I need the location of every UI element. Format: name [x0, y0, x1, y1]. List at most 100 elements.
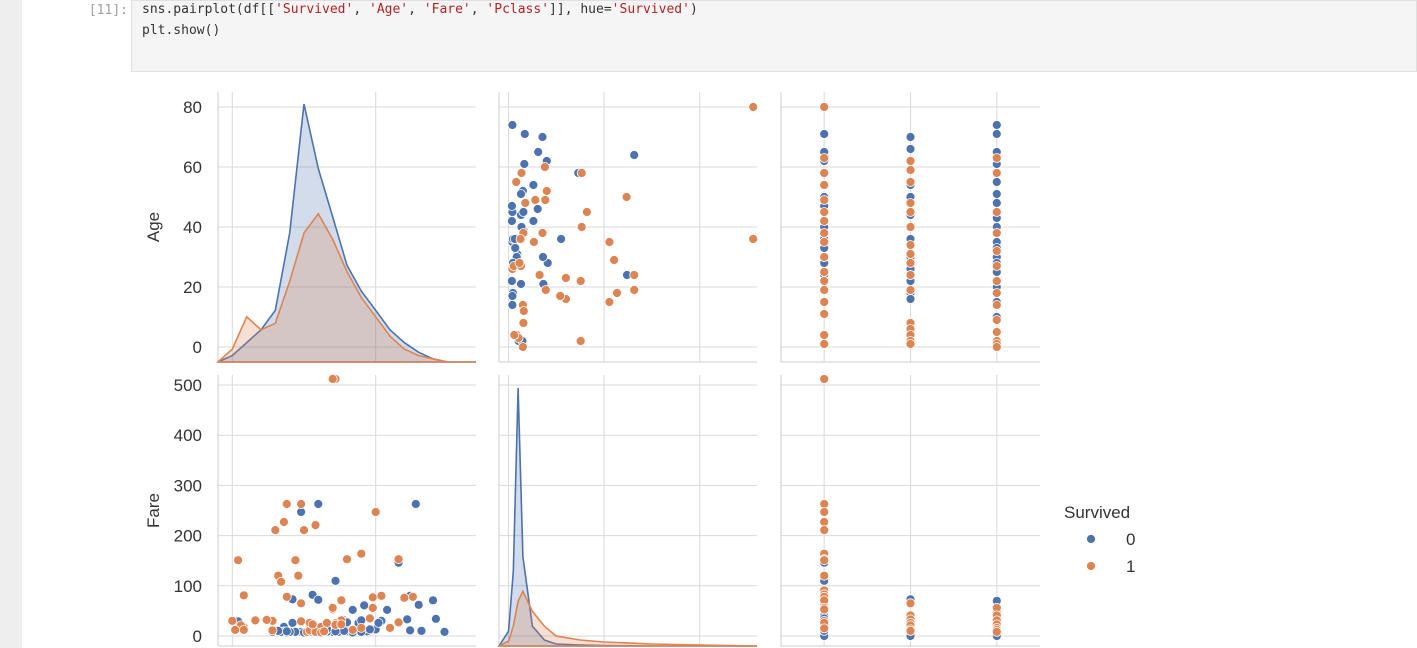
- scatter-point-class-1: [991, 228, 1002, 238]
- scatter-point-class-1: [233, 555, 244, 566]
- scatter-point-class-0: [506, 216, 517, 226]
- scatter-point-class-1: [621, 192, 632, 202]
- scatter-point-class-0: [516, 189, 526, 199]
- scatter-point-class-0: [507, 300, 518, 310]
- scatter-point-class-1: [364, 613, 375, 624]
- scatter-point-class-1: [509, 330, 520, 340]
- scatter-point-class-1: [250, 615, 261, 626]
- scatter-point-class-0: [506, 276, 517, 286]
- scatter-point-class-1: [270, 525, 281, 536]
- scatter-point-class-1: [991, 315, 1002, 325]
- legend-marker: [1086, 534, 1096, 544]
- scatter-point-class-1: [629, 285, 640, 295]
- scatter-point-class-1: [281, 591, 292, 602]
- scatter-point-class-1: [407, 591, 418, 602]
- scatter-point-class-1: [540, 285, 551, 295]
- scatter-point-class-0: [510, 243, 521, 253]
- scatter-point-class-1: [238, 625, 249, 635]
- scatter-point-class-0: [991, 177, 1002, 187]
- scatter-point-class-1: [293, 570, 304, 581]
- y-axis-label: Fare: [144, 493, 163, 528]
- scatter-point-class-1: [575, 336, 586, 346]
- scatter-point-class-1: [327, 374, 338, 384]
- legend-label: 0: [1126, 530, 1135, 549]
- scatter-point-class-1: [540, 162, 550, 172]
- scatter-point-class-0: [905, 144, 916, 154]
- scatter-point-class-1: [629, 270, 640, 280]
- scatter-point-class-1: [307, 619, 318, 630]
- scatter-point-class-1: [347, 625, 358, 635]
- y-tick-label: 200: [174, 527, 202, 546]
- scatter-point-class-1: [540, 195, 551, 205]
- scatter-point-class-1: [399, 592, 410, 603]
- y-tick-label: 80: [183, 98, 202, 117]
- scatter-point-class-1: [819, 276, 830, 286]
- scatter-point-class-1: [238, 590, 249, 601]
- scatter-point-class-1: [819, 604, 830, 615]
- scatter-point-class-0: [364, 624, 375, 635]
- scatter-point-class-1: [290, 555, 301, 566]
- scatter-point-class-1: [604, 297, 615, 307]
- scatter-point-class-1: [319, 626, 330, 637]
- scatter-point-class-1: [819, 102, 830, 112]
- scatter-point-class-1: [276, 576, 287, 587]
- scatter-point-class-1: [905, 165, 916, 175]
- y-tick-label: 100: [174, 577, 202, 596]
- scatter-point-class-0: [528, 216, 539, 226]
- scatter-point-class-1: [819, 517, 830, 527]
- code-token: 'Fare': [423, 2, 471, 17]
- scatter-point-class-0: [313, 594, 324, 605]
- scatter-point-class-1: [267, 625, 278, 636]
- code-token: 'Age': [369, 2, 409, 17]
- scatter-point-class-1: [555, 291, 566, 301]
- scatter-point-class-1: [991, 276, 1002, 286]
- scatter-point-class-1: [310, 520, 321, 531]
- code-token: ,: [470, 2, 487, 17]
- scatter-point-class-0: [905, 294, 916, 304]
- scatter-point-class-1: [819, 309, 830, 319]
- scatter-point-class-1: [515, 234, 526, 244]
- scatter-point-class-1: [819, 228, 830, 238]
- scatter-point-class-0: [347, 605, 358, 615]
- scatter-point-class-0: [402, 614, 413, 625]
- scatter-point-class-1: [582, 207, 592, 217]
- scatter-point-class-1: [905, 285, 916, 295]
- scatter-point-class-1: [905, 177, 916, 187]
- legend-marker: [1086, 561, 1096, 571]
- scatter-point-class-1: [227, 616, 238, 626]
- scatter-point-class-1: [991, 168, 1002, 178]
- scatter-point-class-1: [370, 507, 381, 517]
- scatter-point-class-1: [609, 255, 619, 265]
- scatter-point-class-1: [561, 273, 571, 283]
- scatter-point-class-1: [356, 623, 367, 633]
- scatter-point-class-0: [416, 626, 427, 636]
- scatter-point-class-1: [296, 598, 307, 609]
- scatter-point-class-1: [819, 330, 830, 340]
- scatter-point-class-1: [819, 180, 830, 190]
- scatter-point-class-1: [541, 186, 552, 196]
- scatter-point-class-1: [296, 616, 307, 627]
- y-tick-label: 40: [183, 218, 202, 237]
- scatter-point-class-0: [516, 279, 526, 289]
- scatter-point-class-1: [905, 258, 916, 268]
- code-cell[interactable]: sns.pairplot(df[['Survived', 'Age', 'Far…: [131, 0, 1417, 72]
- scatter-point-class-1: [991, 288, 1002, 298]
- scatter-point-class-1: [604, 237, 615, 247]
- legend-label: 1: [1126, 557, 1135, 576]
- scatter-point-class-0: [373, 618, 384, 628]
- scatter-point-class-0: [382, 605, 393, 615]
- scatter-point-class-1: [393, 554, 404, 565]
- scatter-point-class-1: [748, 102, 759, 112]
- scatter-point-class-1: [819, 195, 830, 205]
- scatter-point-class-1: [819, 285, 830, 295]
- scatter-point-class-0: [313, 499, 324, 509]
- scatter-point-class-1: [511, 177, 522, 187]
- left-gutter: [0, 0, 22, 648]
- scatter-point-class-1: [819, 207, 830, 217]
- scatter-point-class-1: [819, 339, 830, 349]
- scatter-point-class-0: [905, 132, 916, 142]
- code-token: ]], hue=: [549, 2, 612, 17]
- scatter-point-class-1: [393, 617, 404, 628]
- scatter-point-class-1: [576, 168, 587, 178]
- scatter-point-class-1: [819, 252, 830, 262]
